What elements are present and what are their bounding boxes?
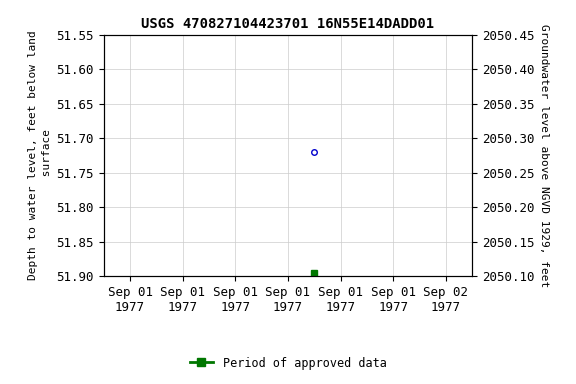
Y-axis label: Depth to water level, feet below land
 surface: Depth to water level, feet below land su… — [28, 31, 52, 280]
Y-axis label: Groundwater level above NGVD 1929, feet: Groundwater level above NGVD 1929, feet — [539, 24, 549, 287]
Legend: Period of approved data: Period of approved data — [185, 352, 391, 374]
Title: USGS 470827104423701 16N55E14DADD01: USGS 470827104423701 16N55E14DADD01 — [142, 17, 434, 31]
